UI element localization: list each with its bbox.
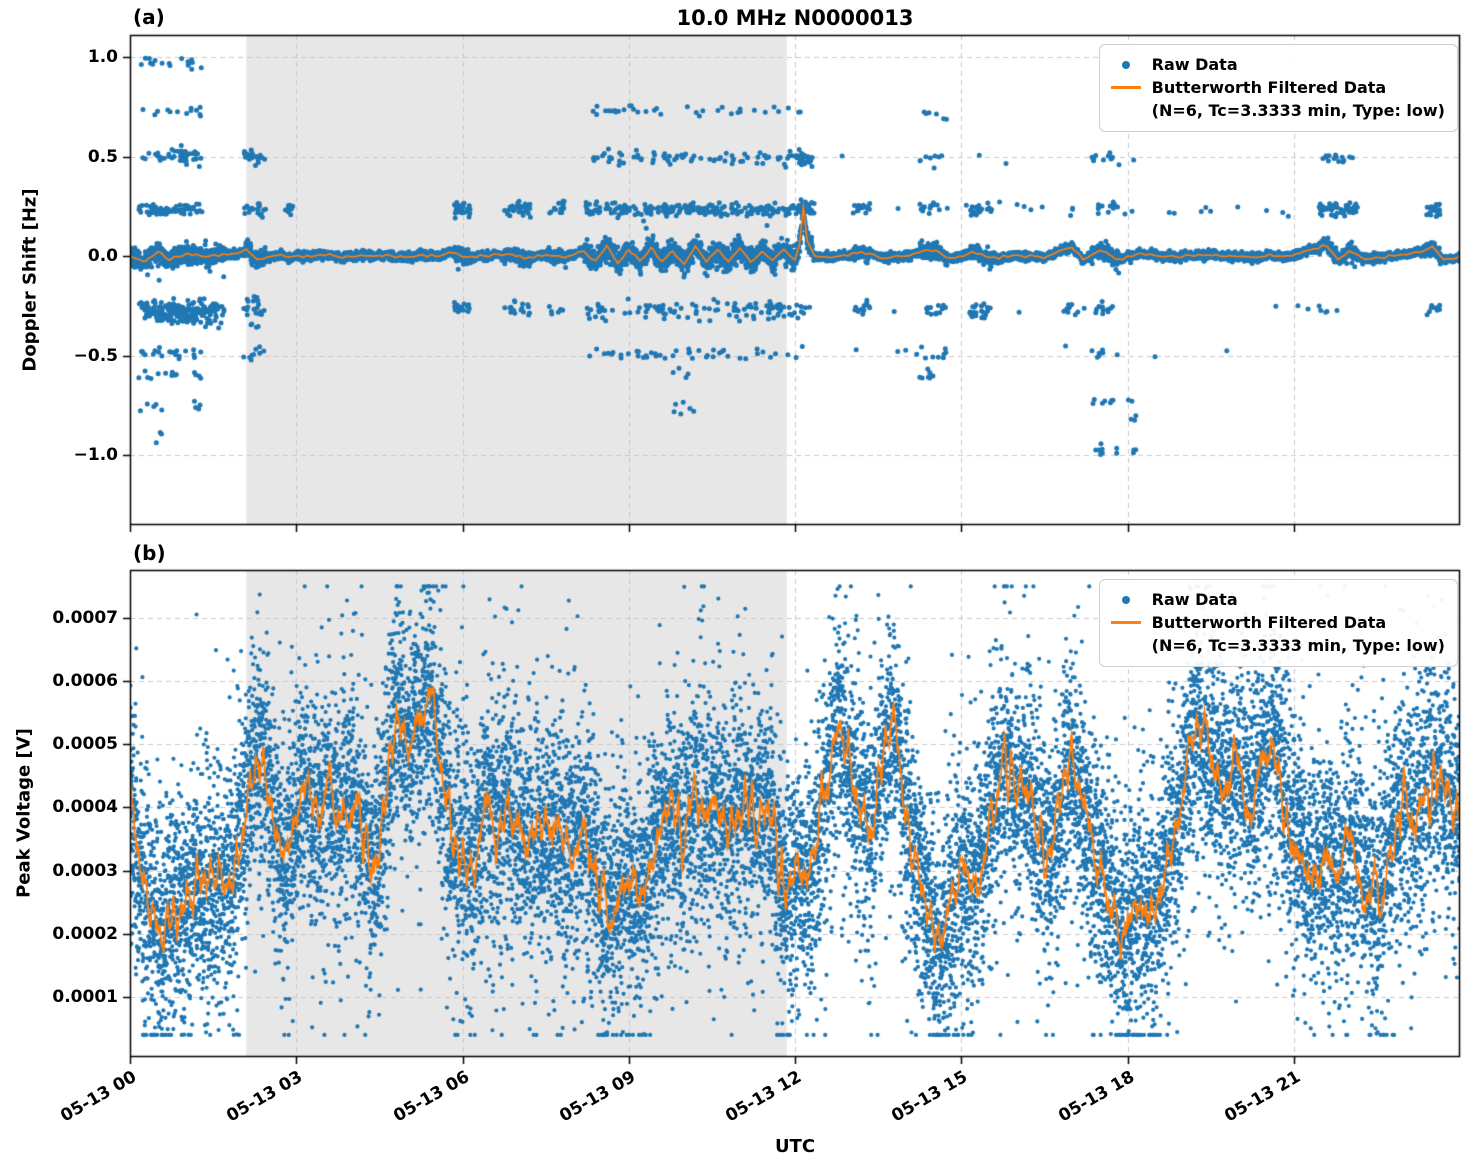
y-tick-label: 0.0006 (52, 671, 118, 692)
y-tick-label: 0.0007 (52, 608, 118, 628)
legend-row-raw: Raw Data (1108, 53, 1445, 76)
y-tick-label: 0.0 (87, 246, 118, 267)
y-tick-label: 0.0003 (52, 860, 118, 881)
filtered-line-marker-icon (1108, 76, 1144, 99)
legend-filtered-label: Butterworth Filtered Data (N=6, Tc=3.333… (1151, 613, 1445, 656)
chart-title: 10.0 MHz N0000013 (676, 6, 914, 30)
y-tick-label: 0.0004 (52, 797, 118, 818)
legend-row-filtered: Butterworth Filtered Data (N=6, Tc=3.333… (1108, 611, 1445, 657)
raw-data-marker-icon (1108, 53, 1144, 76)
x-axis-label: UTC (774, 1136, 816, 1157)
y-tick-label: 1.0 (87, 46, 118, 67)
y-tick-label: −0.5 (73, 345, 118, 366)
legend-panel-b: Raw Data Butterworth Filtered Data (N=6,… (1098, 579, 1458, 667)
y-tick-label: 0.0001 (52, 986, 118, 1007)
panel-a-label: (a) (133, 5, 165, 29)
legend-row-filtered: Butterworth Filtered Data (N=6, Tc=3.333… (1108, 76, 1445, 122)
y-tick-label: 0.0005 (52, 734, 118, 755)
legend-raw-label: Raw Data (1151, 590, 1238, 609)
y-tick-label: 0.5 (87, 146, 118, 167)
panel-b-label: (b) (133, 541, 166, 565)
y-tick-label: 0.0002 (52, 923, 118, 944)
raw-data-marker-icon (1108, 588, 1144, 611)
filtered-line-marker-icon (1108, 611, 1144, 634)
legend-panel-a: Raw Data Butterworth Filtered Data (N=6,… (1098, 44, 1458, 132)
y-tick-label: −1.0 (73, 445, 118, 466)
legend-raw-label: Raw Data (1151, 55, 1238, 74)
legend-filtered-label: Butterworth Filtered Data (N=6, Tc=3.333… (1151, 78, 1445, 121)
legend-row-raw: Raw Data (1108, 588, 1445, 611)
